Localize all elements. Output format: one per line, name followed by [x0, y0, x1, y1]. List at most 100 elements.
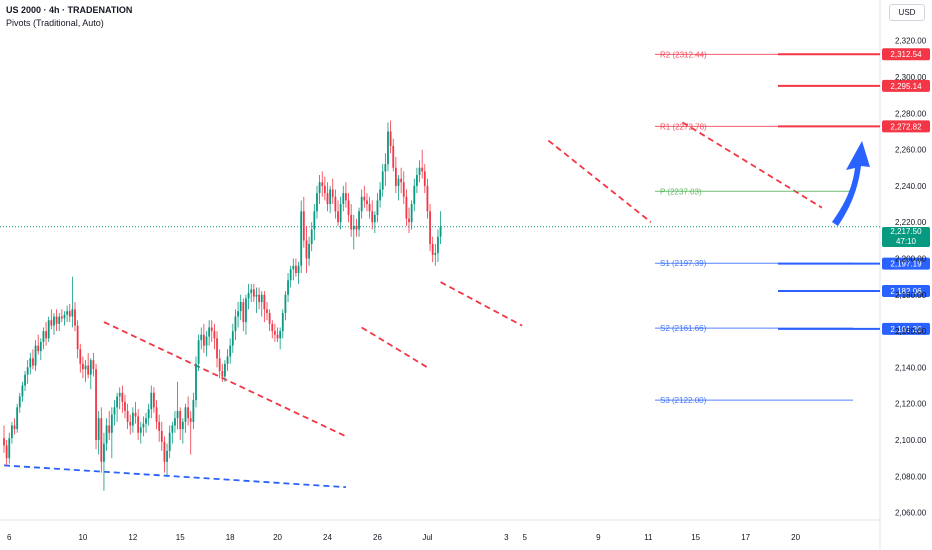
- candle-body: [63, 314, 66, 319]
- candle-body: [363, 196, 366, 201]
- candle-body: [342, 193, 345, 205]
- candle-body: [229, 345, 232, 357]
- candle-body: [405, 196, 408, 219]
- x-tick-label: 20: [273, 533, 282, 542]
- candle-body: [100, 418, 103, 462]
- candle-body: [352, 225, 355, 230]
- pivot-label-s1: S1 (2197.39): [660, 259, 707, 268]
- x-tick-label: 12: [128, 533, 137, 542]
- candle-body: [289, 269, 292, 281]
- candle-body: [195, 363, 197, 401]
- candle-body: [84, 365, 87, 370]
- candle-body: [24, 374, 26, 386]
- candle-body: [305, 240, 308, 259]
- candle-body: [110, 414, 113, 433]
- candle-body: [313, 211, 316, 230]
- candle-body: [368, 204, 371, 212]
- candle-body: [76, 325, 79, 350]
- price-axis[interactable]: 2,320.00 2,300.00 2,280.00 2,260.00 2,240.00…: [895, 37, 927, 518]
- candle-body: [389, 131, 392, 146]
- candle-body: [37, 345, 40, 352]
- candle-body: [39, 341, 42, 352]
- key-level-badge: [882, 322, 930, 335]
- candle-body: [179, 410, 182, 430]
- candle-body: [5, 445, 8, 459]
- candle-body: [376, 200, 379, 215]
- bar-countdown: 47:10: [895, 237, 917, 246]
- candle-body: [97, 418, 100, 440]
- candle-body: [337, 211, 339, 223]
- resistance-trendline: [361, 326, 428, 369]
- candle-body: [329, 189, 332, 205]
- candle-body: [66, 311, 69, 315]
- candle-body: [224, 363, 226, 377]
- candle-body: [226, 356, 229, 364]
- pivot-label-r1: R1 (2272.78): [660, 122, 707, 131]
- x-tick-label: 15: [176, 533, 185, 542]
- candle-body: [316, 193, 318, 212]
- y-tick-label: 2,160.00: [895, 327, 927, 336]
- candle-body: [308, 243, 310, 259]
- candle-body: [268, 312, 271, 324]
- symbol-title[interactable]: US 2000 · 4h · TRADENATION: [6, 5, 133, 15]
- candle-body: [237, 311, 239, 317]
- key-level-label: 2,161.26: [890, 325, 922, 334]
- candle-body: [402, 182, 405, 197]
- x-tick-label: 9: [596, 533, 601, 542]
- y-tick-label: 2,280.00: [895, 109, 927, 118]
- x-tick-label: 24: [323, 533, 332, 542]
- candle-body: [250, 289, 253, 293]
- candle-body: [271, 323, 274, 332]
- candle-body: [147, 409, 150, 419]
- pivot-label-r2: R2 (2312.44): [660, 50, 707, 59]
- trendline-annotations: [3, 121, 823, 489]
- indicator-legend[interactable]: Pivots (Traditional, Auto): [6, 18, 104, 28]
- candle-body: [166, 450, 168, 462]
- currency-button[interactable]: USD: [889, 4, 925, 21]
- candle-body: [187, 407, 189, 419]
- key-level-label: 2,295.14: [890, 82, 922, 91]
- candle-body: [21, 385, 24, 397]
- candle-body: [276, 334, 279, 339]
- candle-body: [410, 204, 413, 223]
- candle-body: [213, 331, 216, 339]
- y-tick-label: 2,220.00: [895, 218, 927, 227]
- candle-body: [239, 302, 242, 312]
- x-tick-label: 10: [78, 533, 87, 542]
- candle-body: [300, 211, 303, 266]
- candle-body: [74, 309, 76, 326]
- candle-body: [360, 196, 363, 212]
- candle-body: [413, 185, 416, 205]
- candle-body: [263, 294, 266, 310]
- key-level-label: 2,182.06: [890, 287, 922, 296]
- candle-body: [142, 423, 145, 428]
- candle-body: [373, 214, 376, 223]
- candle-body: [326, 193, 329, 205]
- candle-body: [108, 425, 111, 433]
- candle-body: [82, 363, 84, 370]
- candle-body: [408, 218, 410, 223]
- key-level-label: 2,272.82: [890, 122, 922, 131]
- candle-body: [131, 412, 134, 426]
- candle-body: [87, 365, 90, 375]
- candle-body: [34, 345, 37, 366]
- x-tick-label: 26: [373, 533, 382, 542]
- candle-body: [273, 331, 276, 335]
- candle-body: [339, 204, 342, 223]
- candle-body: [8, 438, 11, 459]
- resistance-trendline: [440, 281, 523, 327]
- candle-body: [392, 145, 395, 168]
- candle-body: [295, 265, 297, 274]
- key-level-badge: [882, 120, 930, 133]
- candle-body: [418, 167, 421, 176]
- candle-body: [105, 425, 108, 444]
- candle-body: [50, 320, 53, 326]
- candle-body: [53, 316, 55, 326]
- candle-body: [416, 175, 418, 186]
- candle-body: [32, 358, 34, 366]
- candle-body: [218, 358, 221, 372]
- y-tick-label: 2,140.00: [895, 363, 927, 372]
- candle-body: [287, 280, 289, 295]
- time-axis[interactable]: 6 10 12 15 18 20 24 26 Jul 3 5 9 11 15 17 20: [7, 533, 801, 542]
